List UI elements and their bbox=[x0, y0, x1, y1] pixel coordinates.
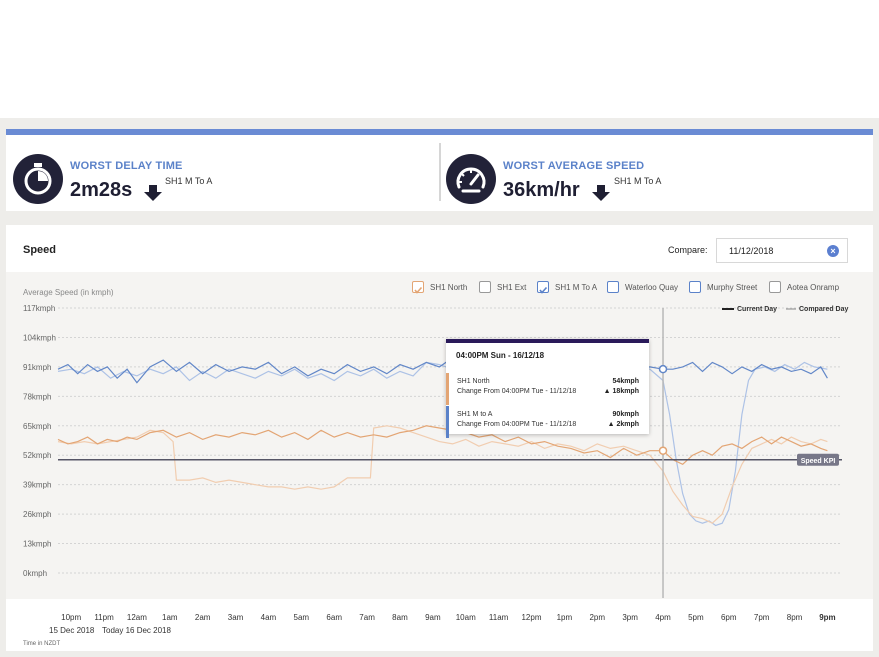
tooltip-row-speed: 54kmph bbox=[612, 378, 639, 385]
worst-delay-road: SH1 M To A bbox=[165, 176, 213, 186]
legend-checkbox-murphy-street[interactable] bbox=[689, 281, 701, 293]
y-tick-label: 65kmph bbox=[23, 422, 51, 431]
y-tick-label: 91kmph bbox=[23, 363, 51, 372]
speedometer-icon bbox=[446, 154, 496, 204]
tooltip-row-change: Change From 04:00PM Tue - 11/12/18 bbox=[457, 388, 577, 395]
stopwatch-icon bbox=[13, 154, 63, 204]
y-tick-label: 13kmph bbox=[23, 540, 51, 549]
x-tick-label: 6am bbox=[326, 613, 342, 622]
kpi-summary-card: WORST DELAY TIME 2m28s SH1 M To A WORST … bbox=[6, 129, 873, 211]
x-tick-label: 1pm bbox=[557, 613, 573, 622]
x-tick-label: 10am bbox=[456, 613, 476, 622]
series-line-sh1-m-to-a-current[interactable] bbox=[57, 357, 828, 384]
x-tick-label: 12pm bbox=[521, 613, 541, 622]
chart-tooltip: 04:00PM Sun - 16/12/18 SH1 North Change … bbox=[446, 339, 649, 438]
legend-label-murphy-street[interactable]: Murphy Street bbox=[707, 283, 758, 292]
x-tick-label: 7pm bbox=[754, 613, 770, 622]
legend-label-sh1-ext[interactable]: SH1 Ext bbox=[497, 283, 527, 292]
worst-speed-label: WORST AVERAGE SPEED bbox=[503, 160, 645, 172]
speed-panel-title: Speed bbox=[23, 244, 57, 256]
chart-background bbox=[6, 272, 873, 599]
speed-panel: Speed Compare: 11/12/2018 × bbox=[6, 225, 873, 651]
kpi-divider bbox=[439, 143, 441, 201]
worst-delay-label: WORST DELAY TIME bbox=[70, 160, 183, 172]
legend-label-waterloo-quay[interactable]: Waterloo Quay bbox=[625, 283, 679, 292]
legend-checkbox-sh1-north[interactable] bbox=[412, 281, 424, 294]
legend-label-sh1-north[interactable]: SH1 North bbox=[430, 283, 468, 292]
x-tick-label: 11am bbox=[489, 613, 509, 622]
legend-checkbox-sh1-m-to-a[interactable] bbox=[537, 281, 549, 294]
date-label: 15 Dec 2018 bbox=[49, 626, 95, 635]
x-tick-label: 2am bbox=[195, 613, 211, 622]
tooltip-row-sh1-m-to-a: SH1 M to A Change From 04:00PM Tue - 11/… bbox=[446, 406, 649, 438]
speed-kpi-badge bbox=[797, 453, 839, 466]
series-line-sh1-north-compared[interactable] bbox=[57, 425, 828, 524]
current-day-label: Current Day bbox=[737, 306, 777, 313]
tooltip-row-delta: ▲ 18kmph bbox=[604, 388, 639, 395]
compared-day-label: Compared Day bbox=[799, 306, 849, 313]
timezone-footnote: Time in NZDT bbox=[23, 641, 60, 647]
tooltip-title: 04:00PM Sun - 16/12/18 bbox=[456, 351, 545, 360]
legend-checkbox-aotea-onramp[interactable] bbox=[769, 281, 781, 293]
x-tick-label: 7am bbox=[359, 613, 375, 622]
legend-label-aotea-onramp[interactable]: Aotea Onramp bbox=[787, 283, 840, 292]
arrow-up-icon: ▲ bbox=[603, 388, 613, 395]
x-tick-label: 9pm bbox=[819, 613, 835, 622]
worst-delay-value: 2m28s bbox=[70, 179, 133, 201]
tooltip-row-delta: ▲ 2kmph bbox=[608, 421, 639, 428]
tooltip-row-delta-value: 2kmph bbox=[616, 421, 639, 428]
tooltip-row-change: Change From 04:00PM Tue - 11/12/18 bbox=[457, 421, 577, 428]
y-tick-label: 104kmph bbox=[23, 333, 56, 342]
worst-speed-road: SH1 M To A bbox=[614, 176, 662, 186]
compare-date-input[interactable]: 11/12/2018 × bbox=[716, 238, 848, 263]
x-tick-label: 6pm bbox=[721, 613, 737, 622]
x-tick-label: 8am bbox=[392, 613, 408, 622]
x-tick-label: 2pm bbox=[589, 613, 605, 622]
compare-date-value: 11/12/2018 bbox=[729, 246, 774, 256]
y-tick-label: 26kmph bbox=[23, 510, 51, 519]
x-tick-label: 1am bbox=[162, 613, 178, 622]
arrow-up-icon: ▲ bbox=[607, 421, 617, 428]
speed-kpi-label: Speed KPI bbox=[801, 458, 836, 465]
x-tick-label: 8pm bbox=[787, 613, 803, 622]
y-tick-label: 78kmph bbox=[23, 392, 51, 401]
y-tick-label: 117kmph bbox=[23, 304, 55, 313]
x-tick-label: 5pm bbox=[688, 613, 704, 622]
date-label: Today 16 Dec 2018 bbox=[102, 626, 171, 635]
hover-marker bbox=[658, 364, 668, 374]
x-tick-label: 5am bbox=[294, 613, 310, 622]
compare-label: Compare: bbox=[668, 245, 708, 255]
tooltip-row-name: SH1 North bbox=[457, 378, 490, 385]
legend-checkbox-sh1-ext[interactable] bbox=[479, 281, 491, 293]
speed-panel-header: Speed Compare: 11/12/2018 × bbox=[6, 225, 873, 272]
x-tick-label: 11pm bbox=[94, 613, 114, 622]
x-tick-label: 3pm bbox=[622, 613, 638, 622]
tooltip-row-name: SH1 M to A bbox=[457, 411, 493, 418]
close-circle-icon[interactable]: × bbox=[827, 245, 839, 257]
y-axis-title: Average Speed (in kmph) bbox=[23, 288, 114, 297]
tooltip-row-delta-value: 18kmph bbox=[612, 388, 639, 395]
worst-speed-value: 36km/hr bbox=[503, 179, 580, 201]
x-tick-label: 4pm bbox=[655, 613, 671, 622]
tooltip-row-speed: 90kmph bbox=[612, 411, 639, 418]
x-tick-label: 9am bbox=[425, 613, 441, 622]
x-axis-area bbox=[6, 599, 873, 651]
y-tick-label: 52kmph bbox=[23, 451, 51, 460]
x-tick-label: 10pm bbox=[61, 613, 81, 622]
checkmark-icon bbox=[539, 286, 548, 294]
legend-label-sh1-m-to-a[interactable]: SH1 M To A bbox=[555, 283, 598, 292]
tooltip-row-sh1-north: SH1 North Change From 04:00PM Tue - 11/1… bbox=[446, 373, 649, 405]
x-tick-label: 3am bbox=[228, 613, 244, 622]
x-tick-label: 4am bbox=[261, 613, 277, 622]
y-tick-label: 39kmph bbox=[23, 481, 51, 490]
legend-checkbox-waterloo-quay[interactable] bbox=[607, 281, 619, 293]
hover-marker bbox=[658, 446, 668, 455]
checkmark-icon bbox=[414, 286, 423, 294]
x-tick-label: 12am bbox=[127, 613, 147, 622]
y-tick-label: 0kmph bbox=[23, 569, 47, 578]
